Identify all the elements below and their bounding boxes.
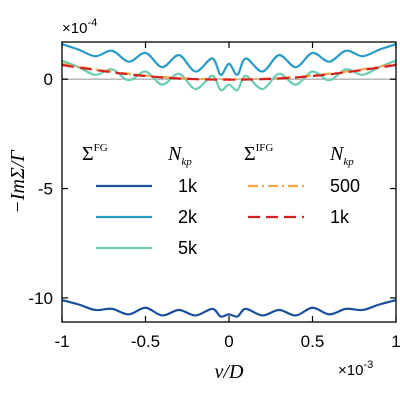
legend-label-ifg-500: 500 [330,176,360,196]
ticks: -1 -0.5 0 0.5 1 0 -5 -10 [28,42,400,351]
series-group [62,43,396,318]
legend-col1-n-header: Nkp [167,143,192,168]
legend-col1-header: ΣFG [82,142,108,165]
y-tick-label: -5 [38,180,53,199]
x-tick-label: -1 [54,332,69,351]
x-scale-label: ×10-3 [338,359,373,379]
legend-col2-n-header: Nkp [329,143,354,168]
legend-label-fg-5k: 5k [178,238,198,258]
y-axis-label: −ImΣ/Γ [7,149,29,214]
series-line-fg-1k [62,299,396,318]
y-scale-label: ×10-4 [62,17,97,37]
legend: ΣFG Nkp ΣIFG Nkp 1k 2k 5k 500 1k [82,142,360,258]
x-axis-label: ν/D [215,361,244,383]
y-tick-label: -10 [28,289,53,308]
series-line-fg-5k [62,59,396,92]
legend-label-ifg-1k: 1k [330,207,350,227]
y-tick-label: 0 [44,70,53,89]
series-line-fg-2k [62,43,396,76]
legend-label-fg-2k: 2k [178,207,198,227]
x-tick-label: 0 [224,332,233,351]
series-line-ifg-500 [62,62,396,81]
x-tick-label: 0.5 [301,332,325,351]
x-tick-label: -0.5 [131,332,160,351]
x-tick-label: 1 [391,332,400,351]
legend-col2-header: ΣIFG [244,142,273,165]
series-line-ifg-1k [62,63,396,81]
legend-label-fg-1k: 1k [178,176,198,196]
